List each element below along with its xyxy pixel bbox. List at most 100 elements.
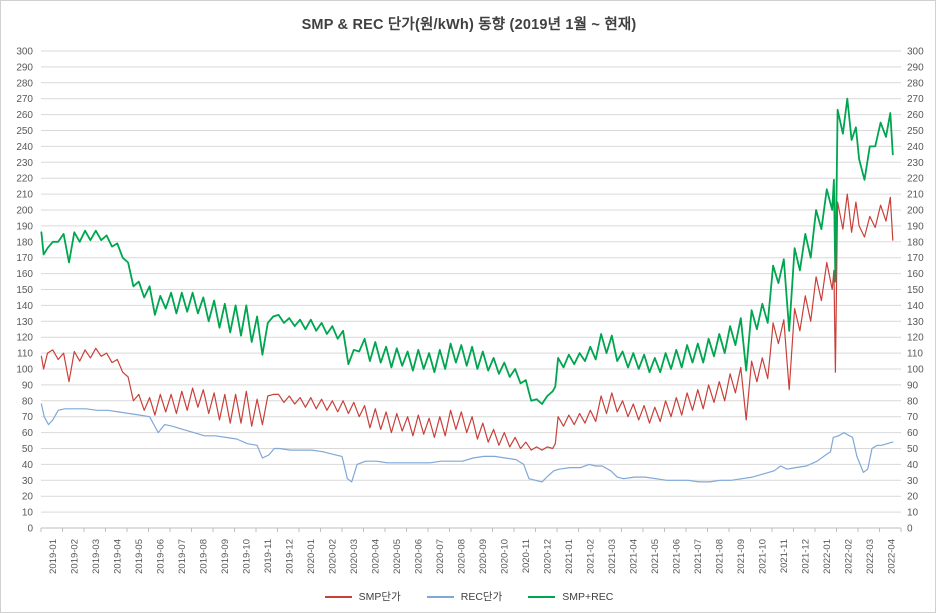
y-axis-right-labels: 0 10 20 30 40 50 60 70 80 90 100 110 120 130 140 150 160… <box>907 47 924 535</box>
svg-text:2020-12: 2020-12 <box>542 539 553 574</box>
svg-text:2020-08: 2020-08 <box>456 539 467 574</box>
series-lines <box>40 97 894 483</box>
gridlines <box>41 50 901 529</box>
svg-text:300: 300 <box>16 47 33 58</box>
svg-text:2019-06: 2019-06 <box>155 539 166 574</box>
svg-text:2022-02: 2022-02 <box>843 539 854 574</box>
chart-legend: SMP단가 REC단가 SMP+REC <box>1 589 935 604</box>
rec-line-swatch <box>426 595 454 598</box>
svg-text:2020-01: 2020-01 <box>306 539 317 574</box>
svg-text:260: 260 <box>907 110 924 121</box>
svg-text:2020-04: 2020-04 <box>370 539 381 574</box>
y-axis-left-labels: 0 10 20 30 40 50 60 70 80 90 100 110 120 130 140 150 160… <box>16 47 33 535</box>
svg-text:2019-03: 2019-03 <box>91 539 102 574</box>
x-axis-ticks <box>40 528 902 532</box>
svg-text:2020-07: 2020-07 <box>435 539 446 574</box>
legend-label-smp-plus-rec: SMP+REC <box>562 590 614 603</box>
chart-title: SMP & REC 단가(원/kWh) 동향 (2019년 1월 ~ 현재) <box>301 17 637 33</box>
svg-text:2021-12: 2021-12 <box>800 539 811 574</box>
svg-text:240: 240 <box>16 142 33 153</box>
svg-text:2019-02: 2019-02 <box>69 539 80 574</box>
svg-text:130: 130 <box>907 317 924 328</box>
svg-text:110: 110 <box>907 349 923 360</box>
svg-text:20: 20 <box>907 492 919 503</box>
svg-text:2021-01: 2021-01 <box>564 539 575 574</box>
svg-text:2019-08: 2019-08 <box>198 539 209 574</box>
svg-text:2019-09: 2019-09 <box>220 539 231 574</box>
svg-text:260: 260 <box>16 110 33 121</box>
svg-text:40: 40 <box>22 460 34 471</box>
svg-text:270: 270 <box>907 94 924 105</box>
svg-text:2021-04: 2021-04 <box>628 539 639 574</box>
svg-text:70: 70 <box>907 412 919 423</box>
svg-text:0: 0 <box>27 524 33 535</box>
svg-text:50: 50 <box>22 444 34 455</box>
smp-plus-rec-line-swatch <box>528 595 556 598</box>
svg-text:230: 230 <box>16 158 33 169</box>
svg-text:2022-03: 2022-03 <box>865 539 876 574</box>
svg-text:2021-09: 2021-09 <box>736 539 747 574</box>
svg-text:2022-01: 2022-01 <box>822 539 833 574</box>
svg-text:2019-10: 2019-10 <box>241 539 252 574</box>
svg-text:150: 150 <box>907 285 924 296</box>
svg-text:30: 30 <box>907 476 919 487</box>
svg-text:2019-11: 2019-11 <box>263 539 274 573</box>
svg-text:20: 20 <box>22 492 34 503</box>
svg-text:250: 250 <box>16 126 33 137</box>
svg-text:170: 170 <box>907 253 924 264</box>
svg-text:230: 230 <box>907 158 924 169</box>
svg-text:10: 10 <box>22 508 34 519</box>
svg-text:2019-07: 2019-07 <box>177 539 188 574</box>
svg-text:140: 140 <box>16 301 33 312</box>
svg-text:2021-03: 2021-03 <box>607 539 618 574</box>
svg-text:300: 300 <box>907 47 924 58</box>
svg-text:2021-10: 2021-10 <box>757 539 768 574</box>
legend-label-smp: SMP단가 <box>358 591 401 603</box>
svg-text:80: 80 <box>22 396 34 407</box>
svg-text:2019-01: 2019-01 <box>48 539 59 574</box>
legend-item-rec: REC단가 <box>426 589 502 604</box>
svg-text:2021-05: 2021-05 <box>650 539 661 574</box>
svg-text:100: 100 <box>907 365 924 376</box>
svg-text:140: 140 <box>907 301 924 312</box>
svg-text:2019-12: 2019-12 <box>284 539 295 574</box>
svg-text:60: 60 <box>22 428 34 439</box>
svg-text:130: 130 <box>16 317 33 328</box>
svg-text:200: 200 <box>16 206 33 217</box>
svg-text:220: 220 <box>16 174 33 185</box>
svg-text:2020-10: 2020-10 <box>499 539 510 574</box>
svg-text:90: 90 <box>22 380 34 391</box>
svg-text:190: 190 <box>16 221 33 232</box>
svg-text:10: 10 <box>907 508 919 519</box>
svg-text:220: 220 <box>907 174 924 185</box>
svg-text:2019-04: 2019-04 <box>112 539 123 574</box>
svg-text:160: 160 <box>907 269 924 280</box>
svg-text:30: 30 <box>22 476 34 487</box>
svg-text:110: 110 <box>17 349 33 360</box>
svg-text:90: 90 <box>907 380 919 391</box>
svg-text:2020-05: 2020-05 <box>392 539 403 574</box>
svg-text:180: 180 <box>907 237 924 248</box>
svg-text:2022-04: 2022-04 <box>886 539 897 574</box>
svg-text:270: 270 <box>16 94 33 105</box>
smp-line-swatch <box>324 595 352 598</box>
svg-text:290: 290 <box>16 62 33 73</box>
legend-item-smp: SMP단가 <box>324 589 401 604</box>
svg-text:2020-02: 2020-02 <box>327 539 338 574</box>
svg-text:200: 200 <box>907 206 924 217</box>
svg-text:2021-07: 2021-07 <box>693 539 704 574</box>
svg-text:50: 50 <box>907 444 919 455</box>
svg-text:290: 290 <box>907 62 924 73</box>
svg-text:150: 150 <box>16 285 33 296</box>
svg-text:2020-06: 2020-06 <box>413 539 424 574</box>
svg-text:2020-09: 2020-09 <box>478 539 489 574</box>
svg-text:170: 170 <box>16 253 33 264</box>
svg-text:210: 210 <box>907 190 924 201</box>
svg-text:2021-08: 2021-08 <box>714 539 725 574</box>
svg-text:2021-11: 2021-11 <box>779 539 790 573</box>
svg-text:190: 190 <box>907 221 924 232</box>
svg-text:2021-06: 2021-06 <box>671 539 682 574</box>
legend-item-smp-plus-rec: SMP+REC <box>528 591 613 603</box>
svg-text:80: 80 <box>907 396 919 407</box>
svg-text:280: 280 <box>907 78 924 89</box>
